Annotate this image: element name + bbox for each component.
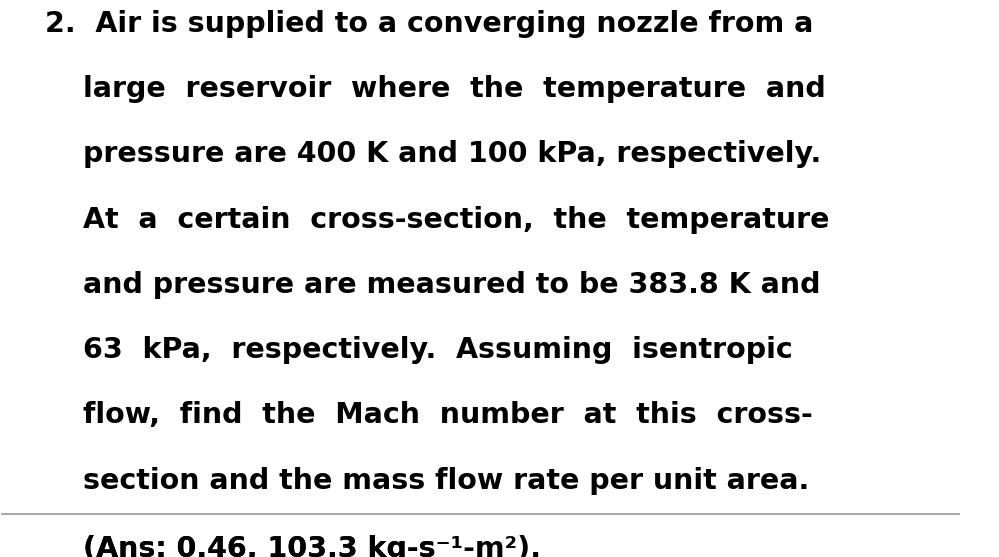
Text: section and the mass flow rate per unit area.: section and the mass flow rate per unit … xyxy=(83,467,809,495)
Text: large  reservoir  where  the  temperature  and: large reservoir where the temperature an… xyxy=(83,75,825,103)
Text: and pressure are measured to be 383.8 K and: and pressure are measured to be 383.8 K … xyxy=(83,271,820,299)
Text: 63  kPa,  respectively.  Assuming  isentropic: 63 kPa, respectively. Assuming isentropi… xyxy=(83,336,792,364)
Text: 2.  Air is supplied to a converging nozzle from a: 2. Air is supplied to a converging nozzl… xyxy=(45,10,813,38)
Text: pressure are 400 K and 100 kPa, respectively.: pressure are 400 K and 100 kPa, respecti… xyxy=(83,140,821,168)
Text: flow,  find  the  Mach  number  at  this  cross-: flow, find the Mach number at this cross… xyxy=(83,402,812,429)
Text: At  a  certain  cross-section,  the  temperature: At a certain cross-section, the temperat… xyxy=(83,206,829,234)
Text: (Ans: 0.46, 103.3 kg-s: (Ans: 0.46, 103.3 kg-s xyxy=(83,535,436,557)
Text: (Ans: 0.46, 103.3 kg-s⁻¹-m²).: (Ans: 0.46, 103.3 kg-s⁻¹-m²). xyxy=(83,535,540,557)
